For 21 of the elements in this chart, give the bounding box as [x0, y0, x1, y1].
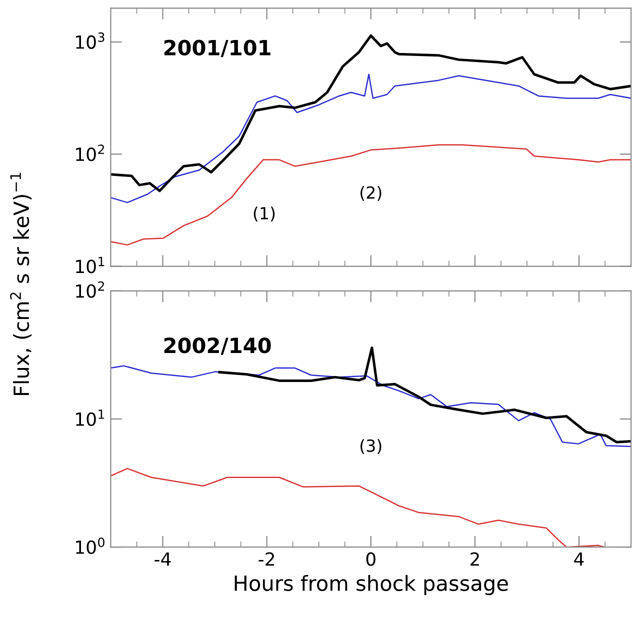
y-tick-label: 10$^{0}$	[76, 538, 104, 554]
x-tick-label: 2	[470, 552, 479, 566]
annotation: (2)	[360, 186, 382, 201]
y-tick-label: 10$^{1}$	[76, 410, 104, 426]
y-tick-label: 10$^{3}$	[76, 32, 104, 49]
line-series	[110, 468, 606, 548]
line-series	[110, 74, 632, 204]
x-tick-label: 4	[574, 552, 584, 566]
y-tick-label: 10$^{2}$	[76, 281, 104, 298]
x-axis-title: Hours from shock passage	[234, 574, 508, 596]
x-tick-label: -4	[154, 552, 171, 566]
y-tick-label: 10$^{1}$	[76, 256, 104, 274]
text: 2002/140	[164, 338, 271, 355]
y-tick-label: 10$^{2}$	[76, 144, 104, 162]
annotation: (3)	[360, 439, 382, 454]
x-tick-label: 0	[366, 552, 376, 566]
x-tick-label: -2	[258, 552, 274, 566]
y-axis-title: Flux, (cm$^{2}$ s sr keV)$^{−1}$	[10, 172, 32, 396]
line-series	[110, 144, 632, 246]
text: 2001/101	[164, 40, 270, 58]
annotation: (1)	[254, 206, 275, 222]
